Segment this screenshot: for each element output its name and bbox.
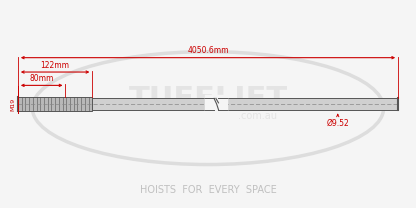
Bar [18, 98, 398, 110]
Text: M19: M19 [10, 97, 15, 111]
Text: 80mm: 80mm [30, 74, 54, 83]
Text: 122mm: 122mm [41, 61, 69, 69]
Text: TUFFLIFT: TUFFLIFT [129, 85, 287, 114]
Bar [18, 97, 92, 111]
Text: Ø9.52: Ø9.52 [327, 119, 349, 128]
Text: .com.au: .com.au [238, 111, 277, 121]
Text: 4050.6mm: 4050.6mm [187, 46, 229, 55]
Text: HOISTS  FOR  EVERY  SPACE: HOISTS FOR EVERY SPACE [140, 185, 276, 195]
